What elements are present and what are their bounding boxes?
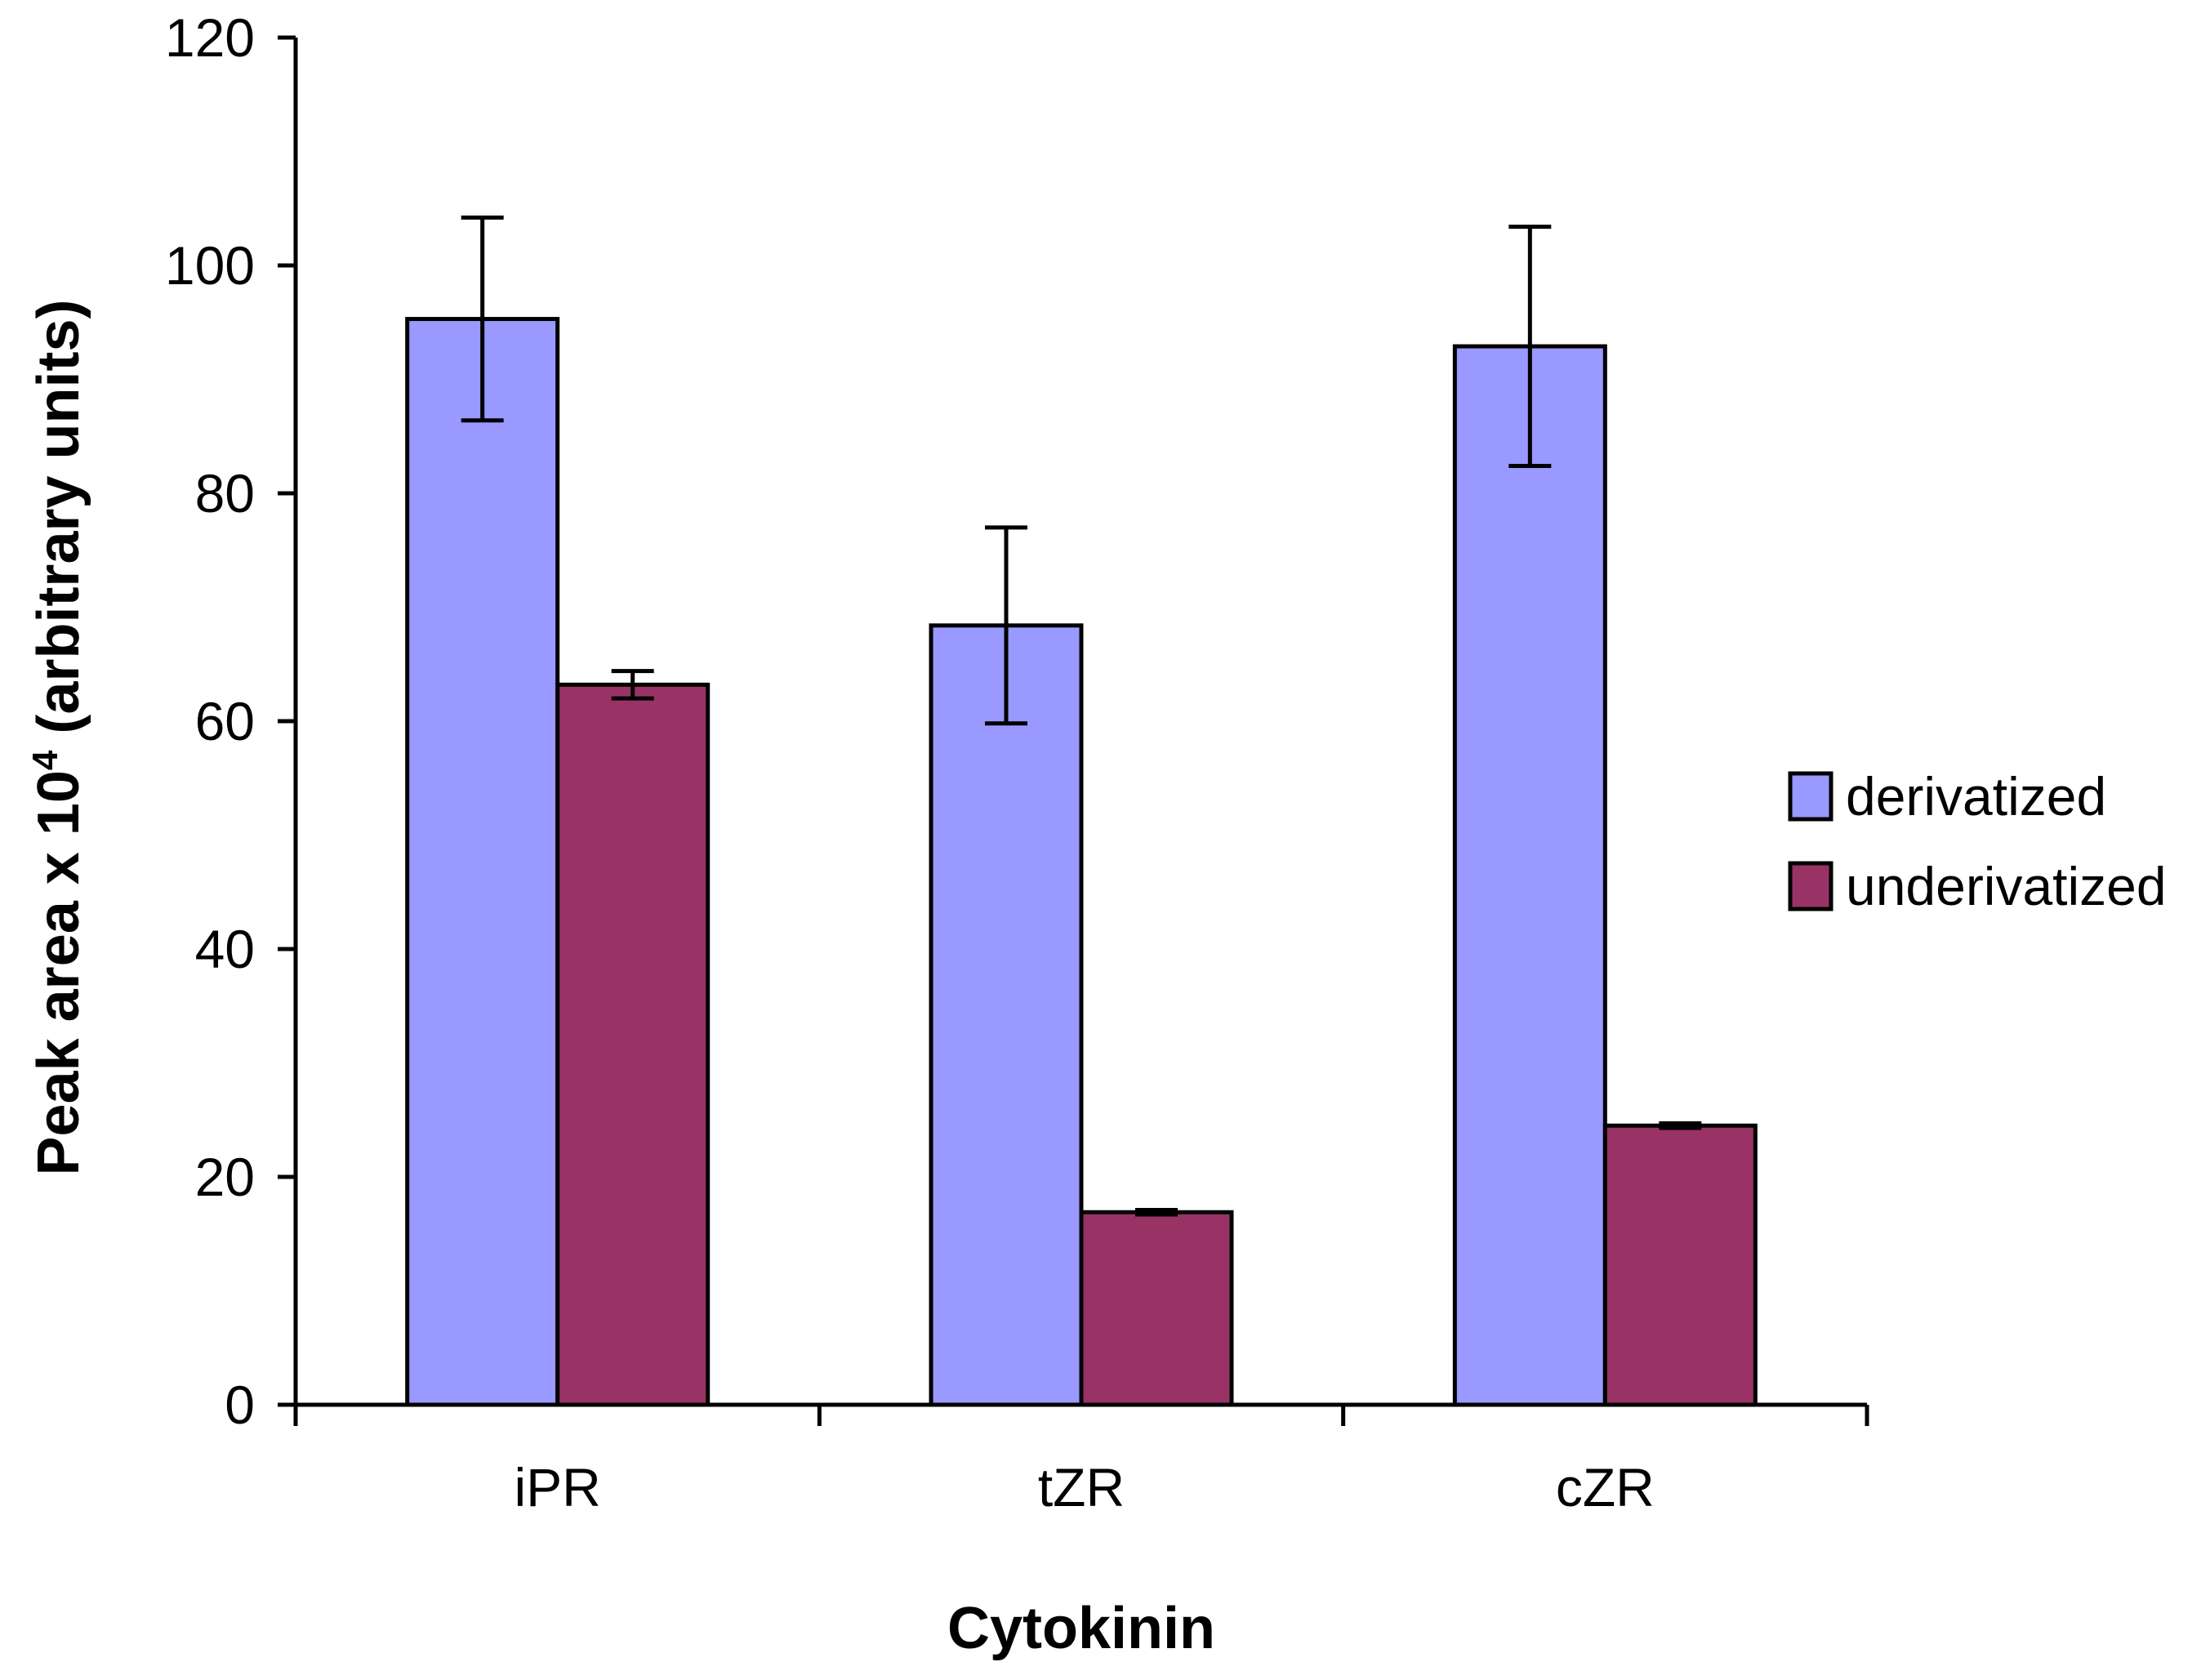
error-bar-derivatized-cZR [1508,225,1552,469]
legend-swatch [1788,771,1833,822]
error-bar-underivatized-iPR [611,669,654,701]
y-axis-title-superscript: 4 [25,750,65,770]
bar-derivatized-tZR [929,623,1084,1407]
y-axis-title-main: Peak area x 10 [26,770,91,1175]
y-tick-label: 60 [195,691,255,751]
y-tick-label: 40 [195,919,255,979]
bar-derivatized-iPR [405,317,560,1407]
error-bar-underivatized-tZR [1135,1207,1178,1217]
error-bars-layer [461,215,1702,1217]
y-axis-title: Peak area x 104 (arbitrary units) [25,299,91,1175]
y-tick-label: 120 [165,7,255,68]
legend-label: underivatized [1846,856,2167,916]
legend-label: derivatized [1846,766,2106,827]
y-tick-label: 100 [165,235,255,296]
error-bar-underivatized-cZR [1659,1121,1702,1130]
bar-underivatized-tZR [1079,1210,1234,1407]
legend-item-underivatized: underivatized [1788,856,2167,916]
error-bar-derivatized-tZR [985,525,1027,726]
y-tick-label: 20 [195,1147,255,1207]
axes-layer [278,35,1869,1426]
y-tick-label: 80 [195,463,255,524]
y-axis-title-tail: (arbitrary units) [26,299,91,750]
y-tick-label: 0 [225,1375,255,1435]
x-tick-label: cZR [1556,1457,1655,1517]
bar-underivatized-cZR [1602,1123,1758,1407]
bars-layer [405,317,1758,1407]
legend-swatch [1788,861,1833,911]
error-bar-derivatized-iPR [461,215,504,423]
bar-underivatized-iPR [555,682,711,1407]
legend: derivatized underivatized [1788,766,2167,916]
x-axis-title: Cytokinin [947,1596,1215,1661]
labels-layer: iPR tZR cZR 0 20 40 60 80 100 120 [165,7,1655,1517]
x-tick-label: tZR [1038,1457,1125,1517]
legend-item-derivatized: derivatized [1788,766,2106,827]
bar-derivatized-cZR [1452,344,1607,1407]
x-tick-label: iPR [514,1457,600,1517]
